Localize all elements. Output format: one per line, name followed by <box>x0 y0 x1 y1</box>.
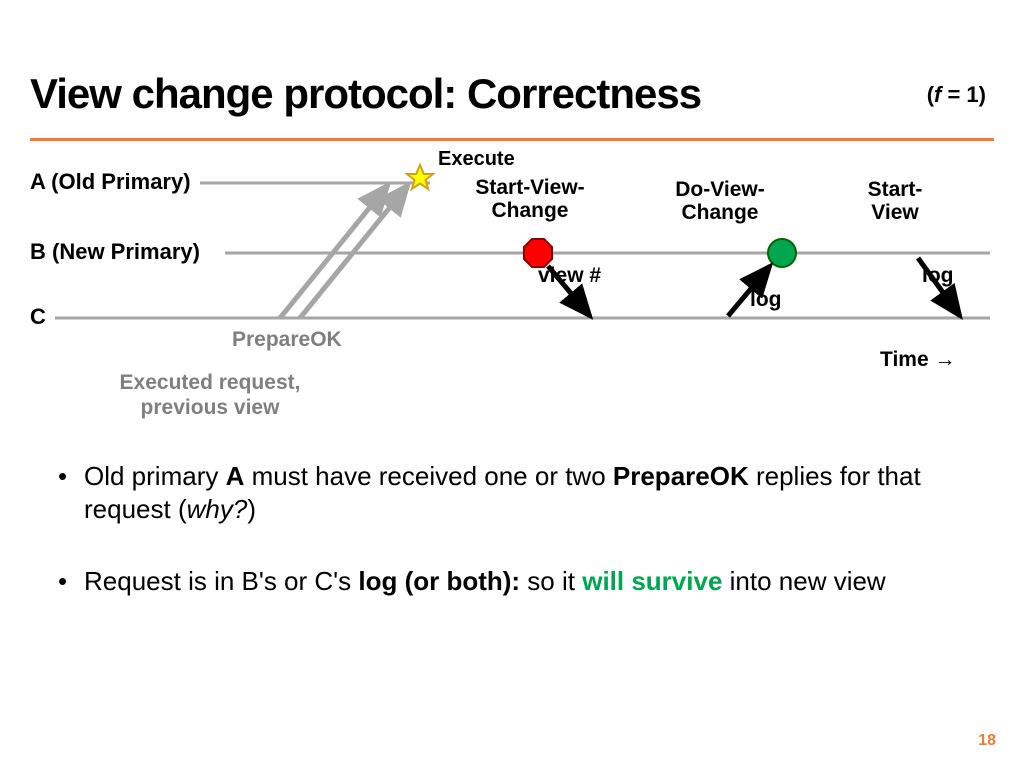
slide-subtitle: (f = 1) <box>927 82 986 108</box>
er-line1: Executed request, <box>120 371 301 394</box>
protocol-diagram: A (Old Primary) B (New Primary) C <box>0 138 1024 428</box>
er-line2: previous view <box>141 396 280 419</box>
bullet-0: Old primary A must have received one or … <box>50 460 964 525</box>
bullet-list: Old primary A must have received one or … <box>50 460 964 638</box>
stop-octagon-icon <box>524 239 552 267</box>
slide-title: View change protocol: Correctness <box>30 70 701 117</box>
log-label-1: log <box>750 288 782 311</box>
page-number: 18 <box>978 732 996 750</box>
do-view-change-label: Do-View- Change <box>660 178 780 224</box>
svc-line2: Change <box>491 199 568 222</box>
sv-line1: Start- <box>868 178 923 201</box>
dvc-line1: Do-View- <box>675 178 764 201</box>
dvc-line2: Change <box>681 201 758 224</box>
paren-open: ( <box>927 82 934 107</box>
title-row: View change protocol: Correctness (f = 1… <box>30 70 994 130</box>
bullet-1: Request is in B's or C's log (or both): … <box>50 565 964 598</box>
go-circle-icon <box>768 239 796 267</box>
start-view-change-label: Start-View- Change <box>460 176 600 222</box>
executed-request-label: Executed request, previous view <box>100 370 320 420</box>
time-arrow-label: Time → <box>880 348 955 372</box>
view-num-label: view # <box>538 264 601 287</box>
execute-star-icon <box>407 165 433 189</box>
prepareok-label: PrepareOK <box>232 328 342 352</box>
log-label-2: log <box>922 264 954 287</box>
start-view-label: Start- View <box>850 178 940 224</box>
svc-line1: Start-View- <box>475 176 584 199</box>
execute-label: Execute <box>438 148 515 170</box>
sv-line2: View <box>871 201 918 224</box>
subtitle-rest: = 1) <box>941 82 986 107</box>
